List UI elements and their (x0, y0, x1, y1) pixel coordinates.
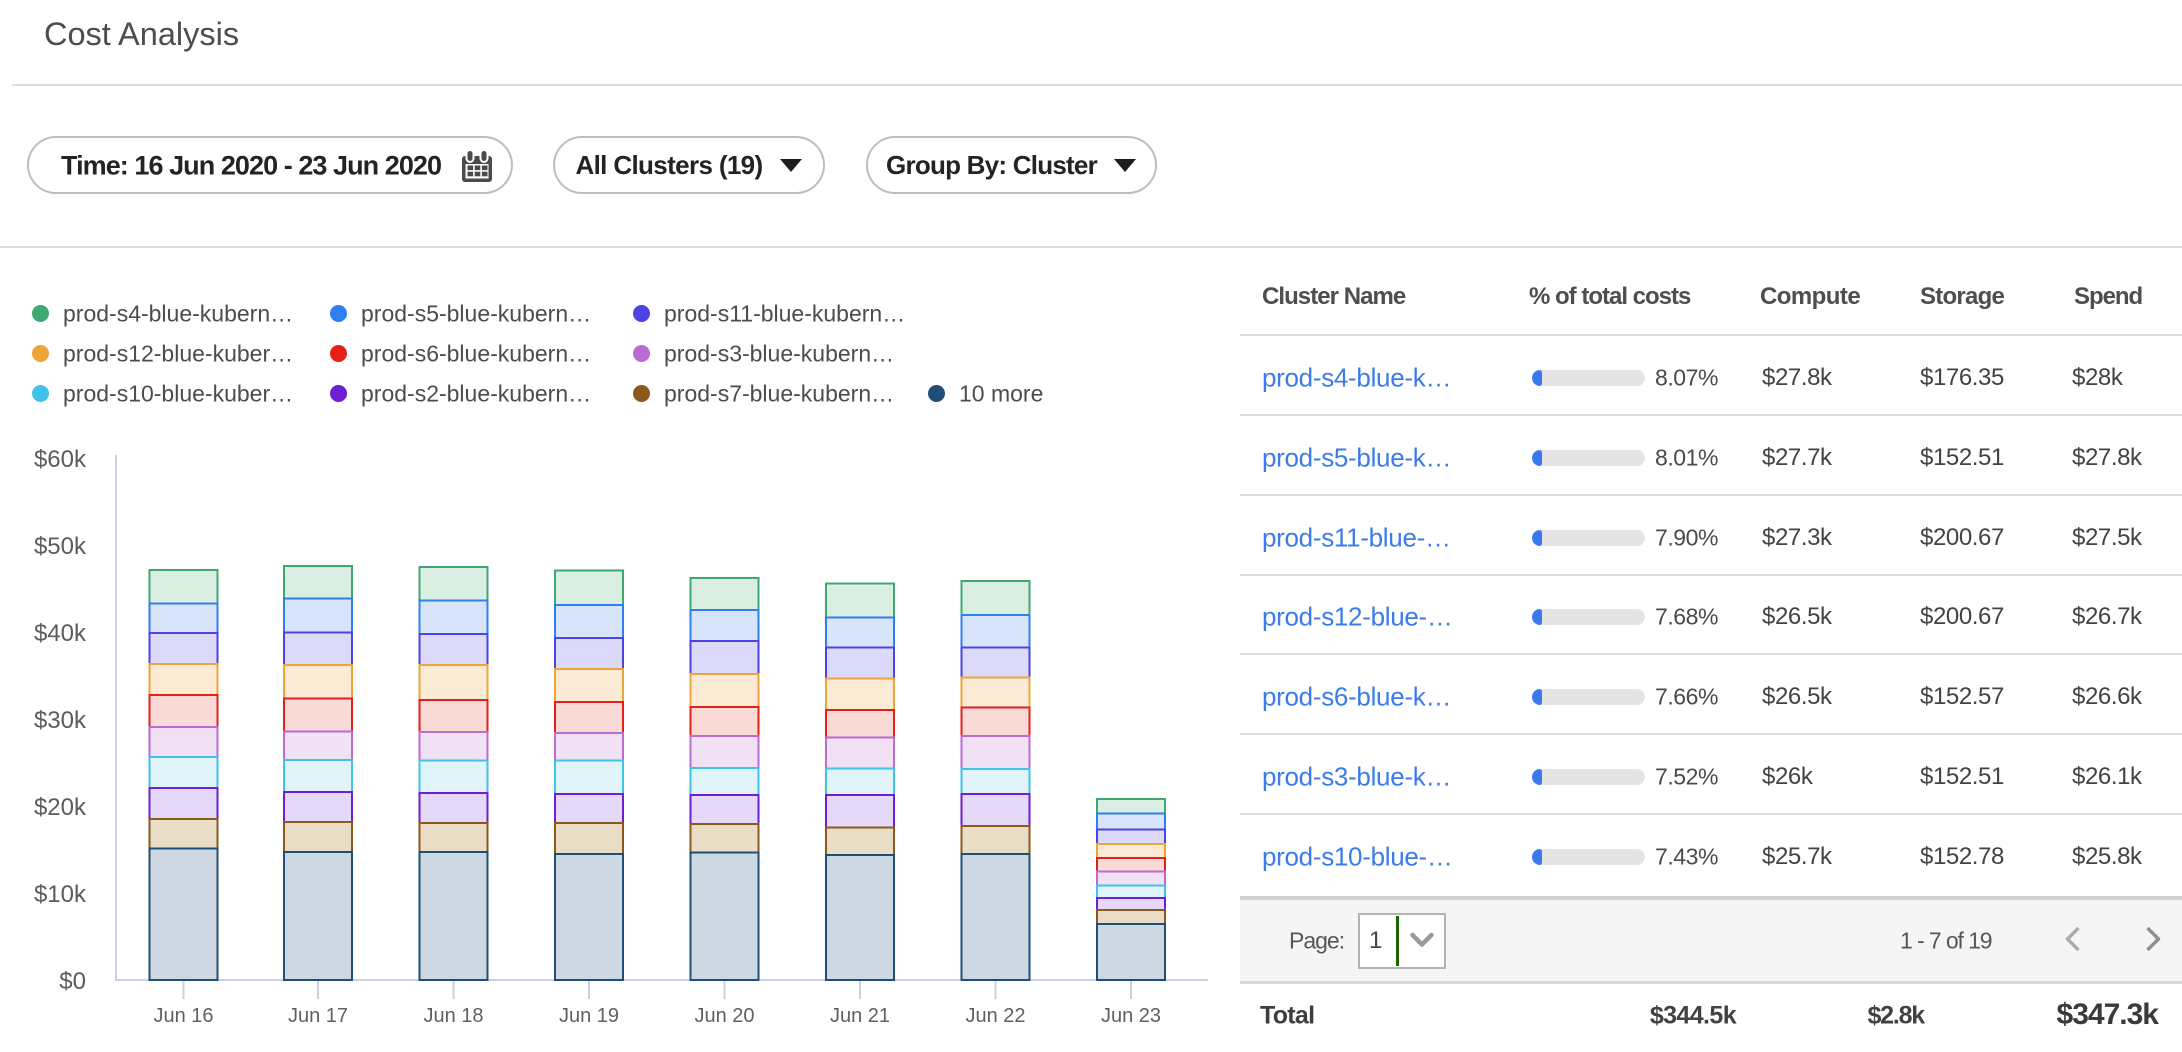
svg-text:Jun 20: Jun 20 (694, 1005, 754, 1027)
svg-text:$40k: $40k (34, 620, 87, 647)
svg-text:$60k: $60k (34, 446, 87, 473)
svg-text:Jun 18: Jun 18 (423, 1005, 483, 1027)
svg-text:Jun 19: Jun 19 (559, 1005, 619, 1027)
svg-text:Jun 16: Jun 16 (153, 1005, 213, 1027)
svg-text:Jun 17: Jun 17 (288, 1005, 348, 1027)
svg-text:$10k: $10k (34, 881, 87, 908)
svg-text:$50k: $50k (34, 533, 87, 560)
svg-text:Jun 23: Jun 23 (1101, 1005, 1161, 1027)
svg-text:$20k: $20k (34, 794, 87, 821)
svg-text:Jun 21: Jun 21 (830, 1005, 890, 1027)
svg-text:$0: $0 (59, 968, 86, 995)
svg-text:Jun 22: Jun 22 (965, 1005, 1025, 1027)
svg-text:$30k: $30k (34, 707, 87, 734)
